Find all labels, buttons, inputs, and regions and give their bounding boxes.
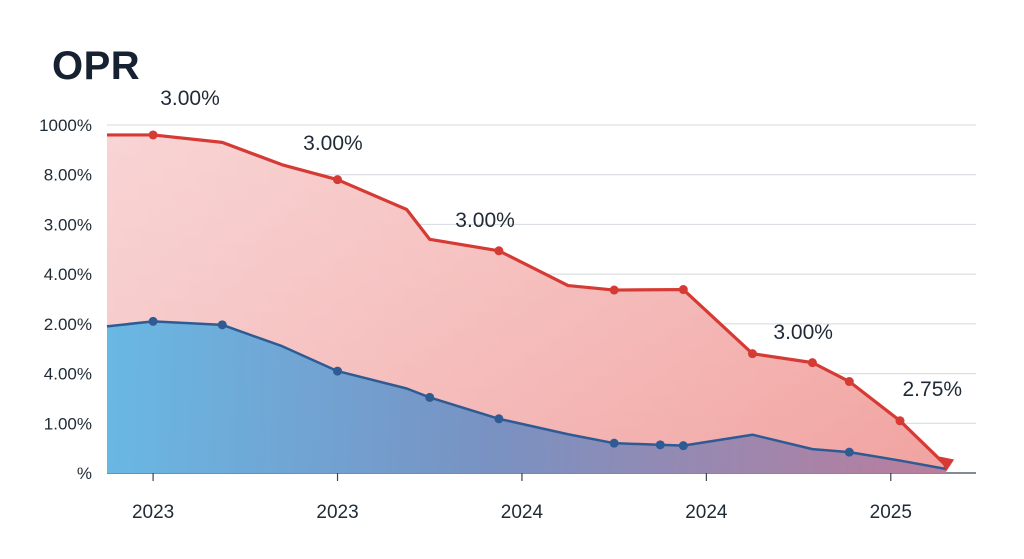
red-data-point <box>333 175 343 185</box>
blue-data-point <box>655 440 665 450</box>
blue-data-point <box>844 447 854 457</box>
red-data-point <box>807 358 817 368</box>
data-annotation: 3.00% <box>303 132 363 155</box>
data-annotation: 3.00% <box>455 209 515 232</box>
annotations: 3.00% 3.00% 3.00% 3.00% 2.75% <box>160 87 962 401</box>
data-annotation: 3.00% <box>160 87 220 110</box>
red-data-point <box>609 285 619 295</box>
series-markers <box>148 130 955 472</box>
red-data-point <box>844 377 854 387</box>
series-areas <box>107 134 947 473</box>
red-data-point <box>148 130 158 140</box>
data-annotation: 3.00% <box>773 321 833 344</box>
series-lines <box>106 133 948 471</box>
y-tick-label: 1.00% <box>44 414 92 433</box>
y-tick-label: 3.00% <box>44 215 92 234</box>
blue-series-line <box>106 320 947 471</box>
y-tick-label: 4.00% <box>44 365 92 384</box>
blue-data-point <box>148 316 158 326</box>
x-tick-label: 2024 <box>501 502 544 523</box>
red-end-arrow <box>939 456 955 472</box>
x-tick-label: 2024 <box>685 502 728 523</box>
blue-data-point <box>609 438 619 448</box>
red-data-point <box>895 416 905 426</box>
x-tick-label: 2023 <box>132 502 174 523</box>
red-data-point <box>678 285 688 295</box>
y-tick-label: 4.00% <box>44 265 92 284</box>
chart-title: OPR <box>52 44 141 88</box>
x-tick-label: 2025 <box>870 502 912 523</box>
data-annotation: 2.75% <box>903 378 963 401</box>
red-series-line <box>107 133 948 467</box>
y-tick-label: 1000% <box>39 116 92 135</box>
red-data-point <box>494 246 504 256</box>
x-axis-ticks: 2023 2023 2024 2024 2025 <box>132 473 912 523</box>
y-tick-label: % <box>77 464 92 483</box>
red-data-point <box>747 349 757 359</box>
blue-data-point <box>678 441 688 451</box>
blue-data-point <box>425 392 435 402</box>
blue-data-point <box>217 320 227 330</box>
y-tick-label: 2.00% <box>44 315 92 334</box>
blue-data-point <box>333 366 343 376</box>
y-axis-ticks: 1000% 8.00% 3.00% 4.00% 2.00% 4.00% 1.00%% <box>39 116 92 483</box>
x-tick-label: 2023 <box>316 502 358 523</box>
y-tick-label: 8.00% <box>44 166 92 185</box>
blue-data-point <box>494 414 504 424</box>
blue-series-area <box>107 321 947 473</box>
